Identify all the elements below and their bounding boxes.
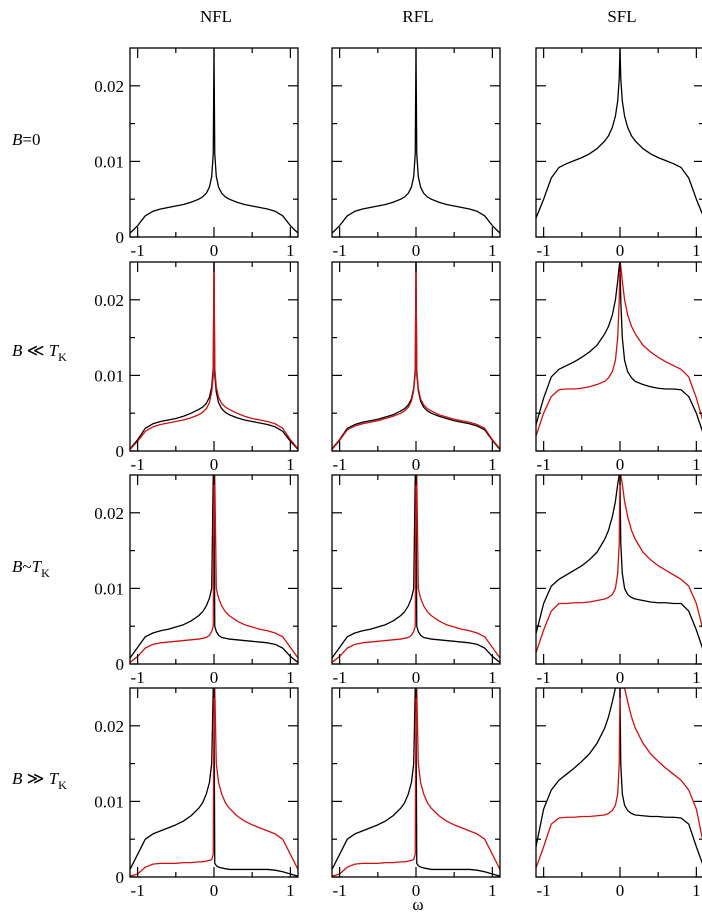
panel-sfl-row-0: -1 0 1 (535, 47, 702, 260)
spin-up-curve (130, 48, 298, 234)
spin-down-curve (130, 262, 298, 450)
panel-rfl-row-1: -1 0 1 (331, 261, 501, 474)
spin-down-curve (536, 688, 702, 869)
panel-sfl-row-2: -1 0 1 (535, 474, 702, 687)
panel-rfl-row-0: -1 0 1 (331, 47, 501, 260)
x-tick-label: -1 (537, 881, 551, 900)
spin-down-curve (332, 475, 500, 663)
x-tick-label: -1 (537, 668, 551, 687)
spin-down-curve (332, 262, 500, 450)
x-tick-label: 0 (412, 881, 421, 900)
x-tick-label: -1 (131, 668, 145, 687)
x-tick-label: -1 (333, 881, 347, 900)
x-tick-label: 0 (210, 881, 219, 900)
x-tick-label: -1 (131, 455, 145, 474)
panel-sfl-row-3: -1 0 1 (535, 687, 702, 900)
x-tick-label: 0 (210, 241, 219, 260)
x-tick-label: -1 (333, 455, 347, 474)
y-tick-label: 0 (116, 868, 125, 887)
spin-up-curve (130, 475, 298, 663)
spin-up-curve (332, 688, 500, 877)
x-tick-label: 1 (488, 455, 497, 474)
x-tick-label: 0 (210, 455, 219, 474)
x-tick-label: 1 (692, 668, 701, 687)
column-title-rfl: RFL (402, 7, 433, 26)
spin-up-curve (130, 688, 298, 877)
spin-up-curve (536, 48, 702, 219)
x-tick-label: 0 (616, 241, 625, 260)
x-tick-label: 1 (286, 455, 295, 474)
x-tick-label: 0 (616, 881, 625, 900)
panel-nfl-row-2: -1 0 1 0 0.01 0.02 (94, 474, 299, 687)
spin-down-curve (332, 688, 500, 877)
x-tick-label: 1 (692, 241, 701, 260)
spin-up-curve (536, 475, 702, 649)
column-title-sfl: SFL (607, 7, 636, 26)
x-tick-label: -1 (537, 241, 551, 260)
panel-sfl-row-1: -1 0 1 (535, 261, 702, 474)
x-tick-label: 1 (692, 881, 701, 900)
x-tick-label: 0 (412, 668, 421, 687)
spin-down-curve (536, 262, 702, 437)
y-tick-label: 0 (116, 442, 125, 461)
panel-nfl-row-1: -1 0 1 0 0.01 0.02 (94, 261, 299, 474)
x-tick-label: -1 (131, 881, 145, 900)
x-tick-label: 0 (412, 455, 421, 474)
y-tick-label: 0 (116, 228, 125, 247)
y-tick-label: 0 (116, 655, 125, 674)
panel-rfl-row-3: -1 0 1 (331, 687, 501, 900)
spin-up-curve (332, 475, 500, 663)
y-tick-label: 0.02 (94, 291, 124, 310)
spin-down-curve (130, 475, 298, 663)
y-tick-label: 0.01 (94, 366, 124, 385)
x-tick-label: 0 (616, 455, 625, 474)
panel-rfl-row-2: -1 0 1 (331, 474, 501, 687)
y-tick-label: 0.01 (94, 792, 124, 811)
x-tick-label: 0 (412, 241, 421, 260)
spin-up-curve (536, 262, 702, 432)
panel-frame (535, 687, 702, 878)
x-tick-label: -1 (537, 455, 551, 474)
x-tick-label: -1 (333, 241, 347, 260)
row-label-b-approx-tk: B~TK (12, 557, 50, 580)
x-tick-label: 1 (286, 881, 295, 900)
x-tick-label: 1 (286, 668, 295, 687)
y-tick-label: 0.02 (94, 77, 124, 96)
x-tick-label: 1 (488, 241, 497, 260)
x-tick-label: 1 (488, 668, 497, 687)
x-tick-label: -1 (131, 241, 145, 260)
spin-down-curve (130, 688, 298, 877)
y-tick-label: 0.02 (94, 504, 124, 523)
panel-frame (535, 474, 702, 665)
x-tick-label: 0 (616, 668, 625, 687)
spin-up-curve (130, 262, 298, 450)
y-tick-label: 0.01 (94, 152, 124, 171)
x-tick-label: -1 (333, 668, 347, 687)
x-tick-label: 0 (210, 668, 219, 687)
x-tick-label: 1 (488, 881, 497, 900)
spin-up-curve (332, 48, 500, 234)
x-tick-label: 1 (286, 241, 295, 260)
panel-nfl-row-0: -1 0 1 0 0.01 0.02 (94, 47, 299, 260)
row-label-b-much-less-tk: B ≪ TK (12, 341, 67, 364)
row-label-b-much-greater-tk: B ≫ TK (12, 769, 67, 792)
panel-nfl-row-3: -1 0 1 0 0.01 0.02 (94, 687, 299, 900)
row-label-b-zero: B=0 (12, 130, 40, 149)
spin-up-curve (332, 262, 500, 450)
x-tick-label: 1 (692, 455, 701, 474)
y-tick-label: 0.01 (94, 579, 124, 598)
spin-down-curve (536, 475, 702, 653)
x-axis-label: ω (412, 895, 423, 914)
y-tick-label: 0.02 (94, 717, 124, 736)
column-title-nfl: NFL (200, 7, 232, 26)
spin-up-curve (536, 688, 702, 865)
